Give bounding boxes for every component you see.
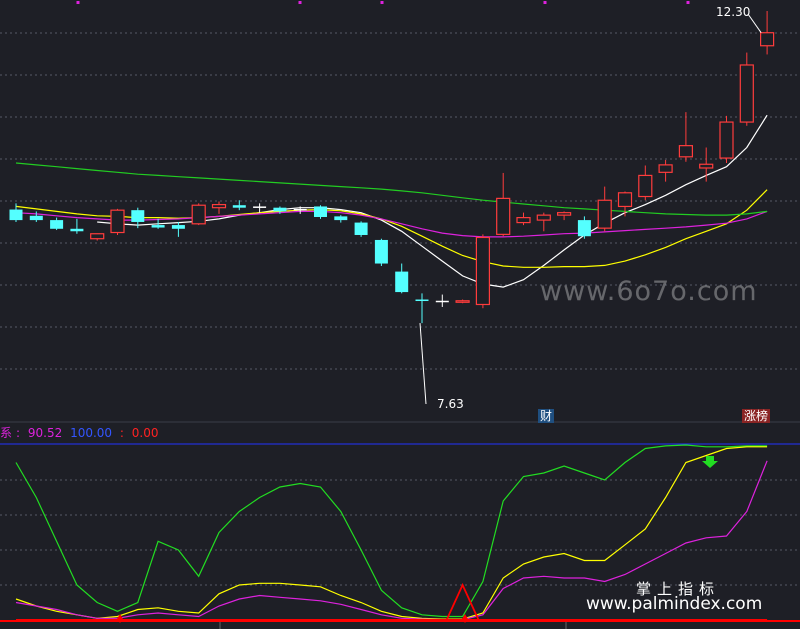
candle-body bbox=[334, 216, 348, 221]
indicator-legend: 系: 90.52 100.00 : 0.00 bbox=[0, 426, 159, 440]
top-marker-dot bbox=[380, 1, 384, 4]
top-marker-dot bbox=[76, 1, 80, 4]
top-marker-dot bbox=[543, 1, 547, 4]
candle-body bbox=[354, 222, 368, 235]
candle-body bbox=[516, 217, 531, 224]
top-marker-dot bbox=[298, 1, 302, 4]
candle-body bbox=[759, 32, 775, 47]
candle-body bbox=[232, 205, 246, 208]
candle-body bbox=[435, 300, 449, 303]
candle-body bbox=[171, 225, 185, 229]
moving-average-line bbox=[97, 114, 768, 288]
indicator-line bbox=[15, 446, 768, 620]
candle-body bbox=[395, 271, 409, 293]
candle-body bbox=[211, 203, 227, 209]
candle-body bbox=[29, 215, 43, 221]
candle-body bbox=[475, 236, 490, 306]
candle-body bbox=[273, 207, 287, 212]
candle-body bbox=[70, 228, 84, 232]
legend-value-2: 100.00 bbox=[70, 426, 113, 440]
candle-body bbox=[131, 210, 145, 222]
candle-body bbox=[678, 145, 694, 158]
candle-body bbox=[191, 204, 206, 225]
candle-body bbox=[455, 300, 470, 303]
legend-value-3: 0.00 bbox=[131, 426, 159, 440]
candle-body bbox=[90, 233, 105, 240]
candle-body bbox=[597, 199, 612, 229]
candle-body bbox=[699, 163, 714, 169]
watermark-cn: 掌上指标 bbox=[636, 580, 721, 598]
candle-body bbox=[415, 299, 429, 302]
legend-prefix: 系 bbox=[0, 426, 13, 440]
candle-body bbox=[110, 209, 125, 234]
indicator-line bbox=[15, 444, 768, 618]
event-marker-zhangbang[interactable]: 涨榜 bbox=[742, 409, 771, 423]
candle-body bbox=[374, 239, 388, 264]
indicator-line bbox=[15, 460, 768, 621]
candle-body bbox=[314, 206, 327, 217]
low-price-label: 7.63 bbox=[437, 397, 464, 411]
candle-body bbox=[536, 214, 551, 221]
top-marker-dot bbox=[686, 1, 690, 4]
candle-body bbox=[9, 209, 23, 221]
event-marker-cai[interactable]: 财 bbox=[538, 409, 555, 423]
high-price-label: 12.30 bbox=[716, 5, 751, 19]
candle-body bbox=[719, 121, 734, 159]
candle-body bbox=[151, 225, 165, 228]
candle-body bbox=[293, 208, 307, 211]
watermark-site: www.6o7o.com bbox=[540, 276, 758, 307]
low-price-pointer bbox=[419, 323, 427, 405]
candle-body bbox=[658, 164, 673, 173]
signal-down-arrow bbox=[702, 456, 718, 468]
candle-body bbox=[638, 174, 653, 198]
legend-value-1: 90.52 bbox=[27, 426, 63, 440]
indicator-spike bbox=[445, 582, 480, 621]
candle-body bbox=[617, 192, 633, 208]
moving-average-line bbox=[15, 162, 768, 216]
candle-body bbox=[739, 64, 754, 123]
candle-body bbox=[253, 206, 267, 208]
candle-body bbox=[50, 220, 64, 229]
candle-body bbox=[556, 212, 572, 216]
high-price-pointer bbox=[747, 13, 762, 34]
candle-body bbox=[496, 197, 511, 235]
candle-body bbox=[577, 220, 591, 237]
watermark-url: www.palmindex.com bbox=[586, 594, 763, 614]
